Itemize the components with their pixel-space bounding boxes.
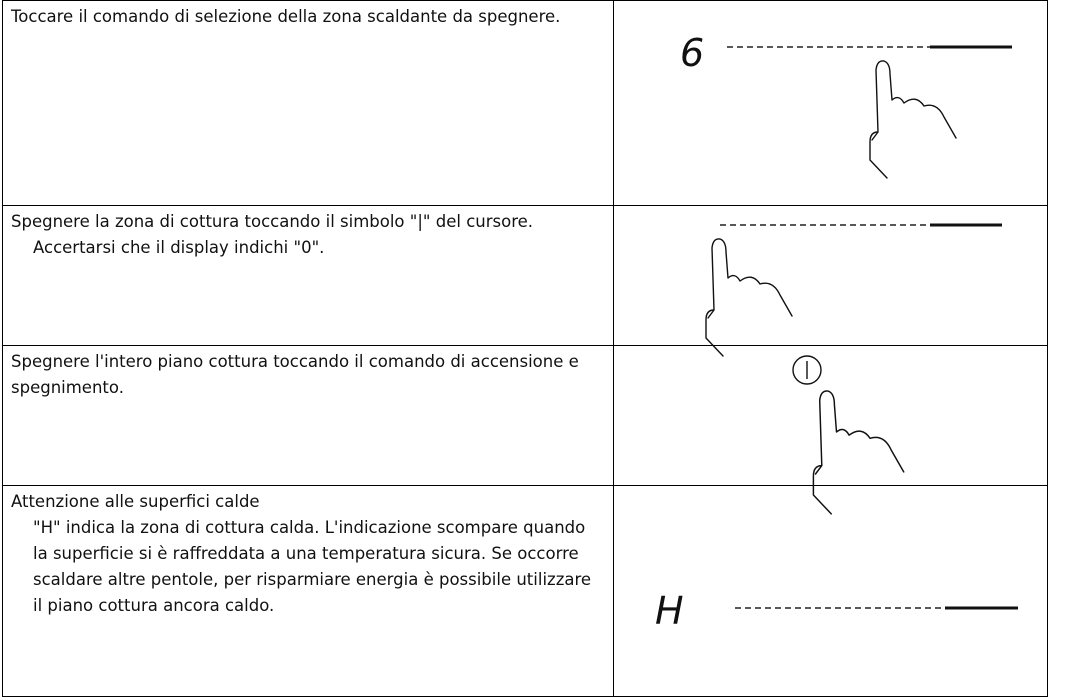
instruction-cell: Attenzione alle superfici calde "H" indi…: [2, 485, 614, 697]
hand-icon: [705, 238, 793, 357]
instruction-text: Spegnere la zona di cottura toccando il …: [11, 212, 534, 231]
instruction-note: Accertarsi che il display indichi "0".: [33, 238, 325, 257]
hand-icon: [812, 390, 905, 515]
display-digit: H: [655, 589, 684, 633]
instruction-text: Spegnere l'intero piano cottura toccando…: [11, 352, 579, 397]
power-icon: [792, 355, 822, 385]
instruction-text: Toccare il comando di selezione della zo…: [11, 7, 561, 26]
hand-icon: [869, 60, 957, 179]
instruction-text: Attenzione alle superfici calde: [11, 492, 260, 511]
instruction-note: "H" indica la zona di cottura calda. L'i…: [33, 518, 592, 615]
display-digit: 6: [680, 31, 704, 75]
